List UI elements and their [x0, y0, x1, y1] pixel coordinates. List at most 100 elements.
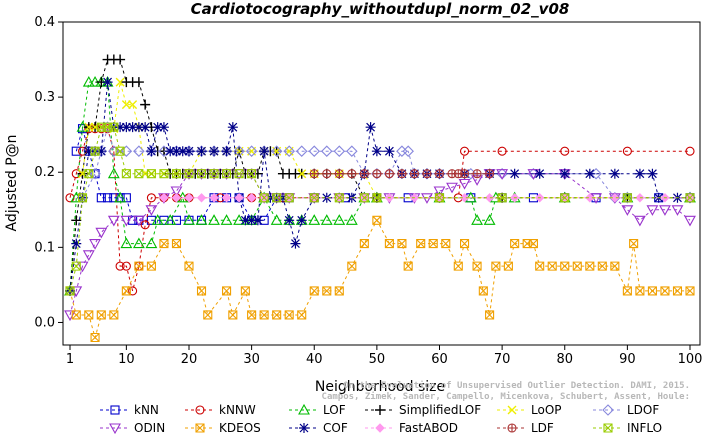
legend-item-knn: kNN — [100, 403, 159, 417]
data-point — [309, 286, 319, 296]
data-point — [121, 286, 131, 296]
data-point — [333, 145, 346, 157]
data-point — [416, 239, 426, 249]
data-point — [140, 122, 151, 133]
data-point — [133, 77, 144, 88]
y-tick-label: 0.3 — [34, 90, 55, 105]
data-point — [96, 193, 106, 203]
data-point — [320, 145, 333, 157]
data-point — [422, 169, 432, 179]
data-point — [84, 310, 94, 320]
watermark-line: On the Evaluation of Unsupervised Outlie… — [343, 380, 690, 391]
data-point — [109, 122, 119, 132]
data-point — [397, 239, 407, 249]
data-point — [685, 193, 695, 203]
series-line — [69, 128, 690, 292]
x-axis-label: Neighborhood size — [315, 379, 445, 395]
legend-item-knnw: kNNW — [185, 403, 256, 417]
data-point — [629, 239, 639, 249]
y-axis-label: Adjusted P@n — [4, 134, 20, 231]
data-point — [597, 261, 607, 271]
series-ldof — [76, 121, 696, 204]
legend-marker — [109, 423, 121, 435]
data-point — [209, 146, 220, 157]
data-point — [71, 261, 81, 271]
data-point — [345, 214, 358, 225]
data-point — [671, 205, 684, 216]
data-point — [334, 193, 344, 203]
data-point — [252, 215, 263, 226]
data-point — [272, 310, 282, 320]
x-tick-label: 50 — [369, 352, 386, 367]
data-point — [96, 146, 107, 157]
legend-label: SimplifiedLOF — [399, 403, 481, 417]
data-point — [685, 146, 695, 156]
data-point — [647, 286, 657, 296]
y-tick-label: 0.1 — [34, 240, 55, 255]
legend: kNN kNNW LOF SimplifiedLOF LoOP LDOF ODIN KDEOS… — [100, 403, 662, 435]
legend-item-lof: LOF — [289, 403, 346, 417]
legend-label: FastABOD — [399, 421, 458, 434]
data-point — [164, 214, 177, 225]
data-point — [90, 332, 100, 343]
legend-item-cof: COF — [289, 421, 348, 435]
data-point — [82, 75, 95, 87]
data-point — [560, 193, 570, 203]
data-point — [234, 193, 244, 203]
data-point — [485, 169, 495, 179]
data-point — [402, 145, 414, 157]
data-point — [560, 146, 570, 156]
data-point — [322, 169, 332, 179]
data-point — [295, 145, 308, 157]
data-point — [158, 122, 169, 133]
data-point — [145, 237, 158, 249]
data-point — [134, 169, 144, 179]
data-point — [171, 239, 182, 249]
data-point — [96, 310, 106, 320]
data-point — [152, 122, 163, 133]
data-point — [560, 261, 570, 271]
data-point — [359, 169, 369, 179]
data-point — [171, 146, 182, 157]
legend-item-fastabod: FastABOD — [365, 421, 458, 435]
data-point — [441, 239, 451, 249]
series-cof — [65, 77, 695, 296]
data-point — [159, 239, 169, 249]
data-point — [90, 146, 100, 156]
legend-marker — [602, 404, 614, 416]
data-point — [77, 193, 88, 203]
data-point — [458, 178, 471, 190]
legend-marker — [507, 405, 517, 415]
data-point — [660, 286, 670, 296]
data-point — [222, 169, 232, 179]
legend-marker — [298, 403, 310, 415]
data-point — [171, 193, 182, 203]
data-point — [165, 146, 176, 157]
data-point — [585, 261, 595, 271]
data-point — [158, 145, 170, 157]
data-point — [633, 215, 646, 227]
data-point — [196, 146, 207, 157]
data-point — [71, 310, 81, 320]
data-point — [103, 193, 113, 203]
data-point — [208, 214, 220, 225]
data-point — [609, 168, 620, 179]
data-point — [170, 186, 183, 198]
data-point — [634, 168, 645, 179]
data-point — [221, 193, 232, 203]
data-point — [120, 237, 133, 249]
data-point — [503, 261, 513, 271]
legend-label: INFLO — [627, 421, 662, 434]
data-point — [453, 261, 463, 271]
watermark-line: Campos, Zimek, Sander, Campello, Micenko… — [322, 391, 690, 402]
legend-label: ODIN — [134, 421, 165, 434]
data-point — [221, 146, 232, 157]
data-point — [183, 146, 194, 157]
data-point — [209, 193, 219, 203]
legend-marker — [375, 423, 385, 433]
data-point — [409, 169, 419, 179]
data-point — [365, 122, 376, 133]
data-point — [159, 169, 169, 179]
legend-item-simplifiedlof: SimplifiedLOF — [365, 403, 481, 417]
x-tick-label: 20 — [181, 352, 198, 367]
